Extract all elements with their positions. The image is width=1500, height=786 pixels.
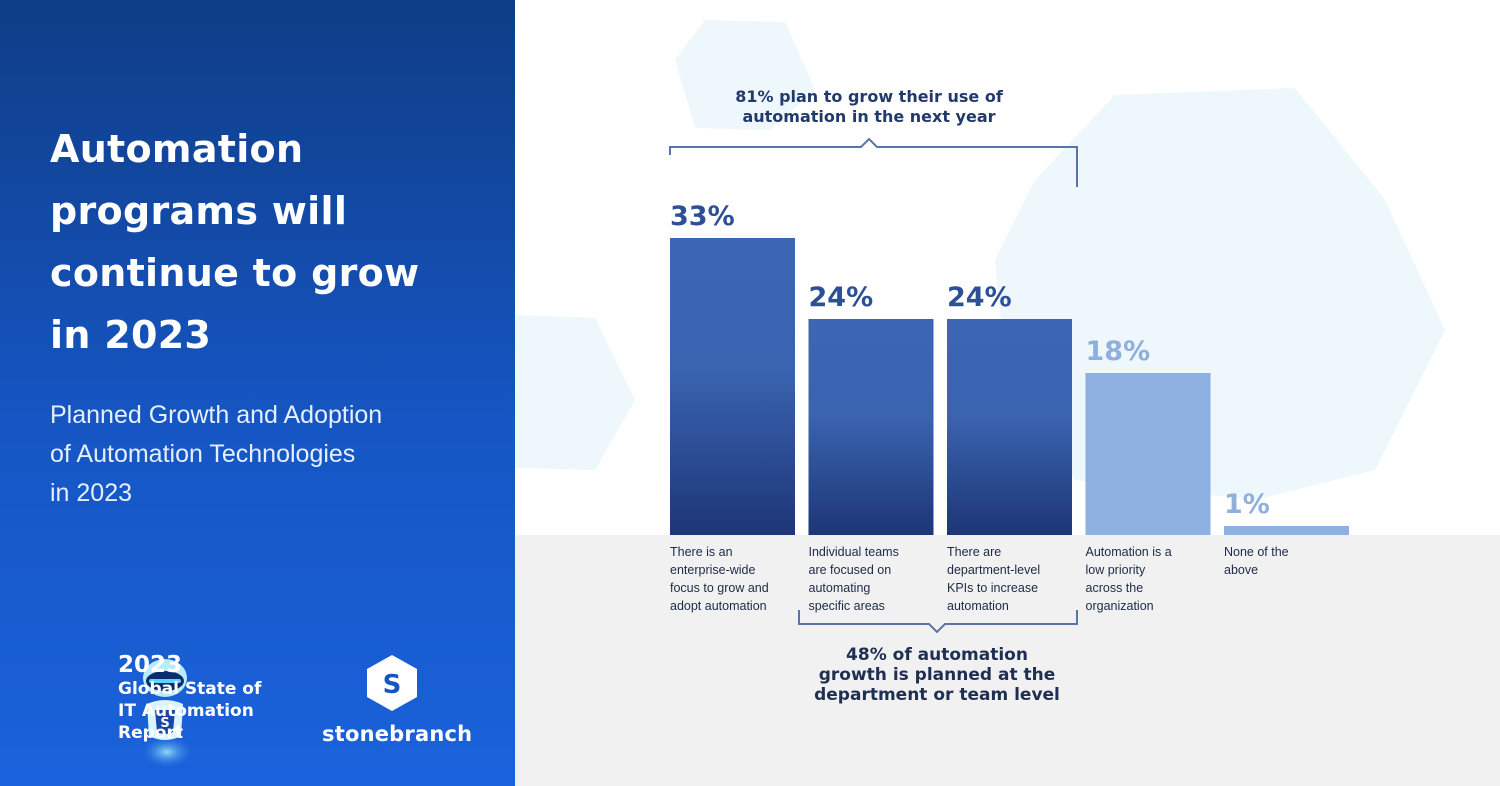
subtitle-line: in 2023 [50, 479, 133, 507]
value-label-2: 24% [809, 282, 874, 313]
svg-text:department or team level: department or team level [814, 685, 1060, 705]
category-label-1: There is an enterprise-wide focus to grow … [670, 545, 769, 613]
report-line: IT Automation [118, 701, 254, 721]
bar-2 [808, 319, 934, 535]
category-label-2: Individual teams are focused on automating… [809, 545, 899, 613]
category-label-line: automating [809, 581, 871, 595]
title-line: Automation [50, 127, 304, 171]
category-label-line: focus to grow and [670, 581, 769, 595]
brand-name: stonebranch [322, 722, 473, 746]
category-label-line: There is an [670, 545, 733, 559]
bottom-callout-line: growth is planned at the [819, 665, 1056, 685]
subtitle-line: Planned Growth and Adoption [50, 401, 383, 429]
bar-3 [947, 319, 1072, 535]
robot-mascot-icon: S [141, 659, 193, 768]
svg-text:S: S [383, 670, 402, 700]
svg-text:automation in the next year: automation in the next year [742, 107, 995, 126]
category-label-line: adopt automation [670, 599, 767, 613]
category-label-line: department-level [947, 563, 1040, 577]
bar-5 [1224, 526, 1349, 535]
page-title: Automation programs will continue to gro… [50, 118, 470, 366]
category-label-line: low priority [1086, 563, 1146, 577]
report-badge-text: 2023 Global State of IT Automation Repor… [118, 652, 298, 744]
top-callout-line: 81% plan to grow their use of [735, 87, 1004, 106]
category-label-line: are focused on [809, 563, 892, 577]
category-label-line: enterprise-wide [670, 563, 756, 577]
bar-chart: 81% plan to grow their use of automation… [669, 87, 1349, 705]
svg-text:48% of automation: 48% of automation [846, 645, 1028, 665]
category-label-line: organization [1086, 599, 1154, 613]
value-label-5: 1% [1224, 489, 1270, 520]
floor-band [515, 535, 1500, 786]
svg-text:81% plan to grow their use of: 81% plan to grow their use of [735, 87, 1004, 106]
title-line: continue to grow [50, 251, 420, 295]
value-label-3: 24% [947, 282, 1012, 313]
svg-text:S: S [160, 716, 169, 731]
value-label-4: 18% [1086, 336, 1151, 367]
category-label-line: Automation is a [1086, 545, 1172, 559]
subtitle-line: of Automation Technologies [50, 440, 356, 468]
bottom-callout-line: 48% of automation [846, 645, 1028, 665]
bottom-bracket [798, 610, 1078, 634]
title-line: in 2023 [50, 313, 212, 357]
top-bracket [669, 137, 1078, 187]
bottom-callout-line: department or team level [814, 685, 1060, 705]
report-line: Global State of [118, 679, 262, 699]
category-label-line: across the [1086, 581, 1144, 595]
svg-text:growth is planned at the: growth is planned at the [819, 665, 1056, 685]
bar-4 [1085, 373, 1211, 535]
report-line: Report [118, 723, 183, 743]
category-label-4: Automation is a low priority across the org… [1086, 545, 1172, 613]
page-subtitle: Planned Growth and Adoption of Automatio… [50, 396, 470, 513]
top-callout-line: automation in the next year [742, 107, 995, 126]
category-label-3: There are department-level KPIs to increas… [947, 545, 1040, 613]
value-label-1: 33% [670, 201, 735, 232]
category-label-line: specific areas [809, 599, 885, 613]
category-label-5: None of the above [1224, 545, 1289, 577]
category-label-line: above [1224, 563, 1258, 577]
bar-1 [670, 238, 795, 535]
category-label-line: automation [947, 599, 1009, 613]
title-line: programs will [50, 189, 348, 233]
category-label-line: Individual teams [809, 545, 899, 559]
category-label-line: There are [947, 545, 1001, 559]
category-label-line: KPIs to increase [947, 581, 1038, 595]
report-year: 2023 [118, 652, 183, 678]
bars-group: 33% There is an enterprise-wide focus to gr… [670, 201, 1349, 613]
stonebranch-logo-icon: S [367, 655, 417, 711]
category-label-line: None of the [1224, 545, 1289, 559]
left-panel: Automation programs will continue to gro… [0, 0, 515, 786]
